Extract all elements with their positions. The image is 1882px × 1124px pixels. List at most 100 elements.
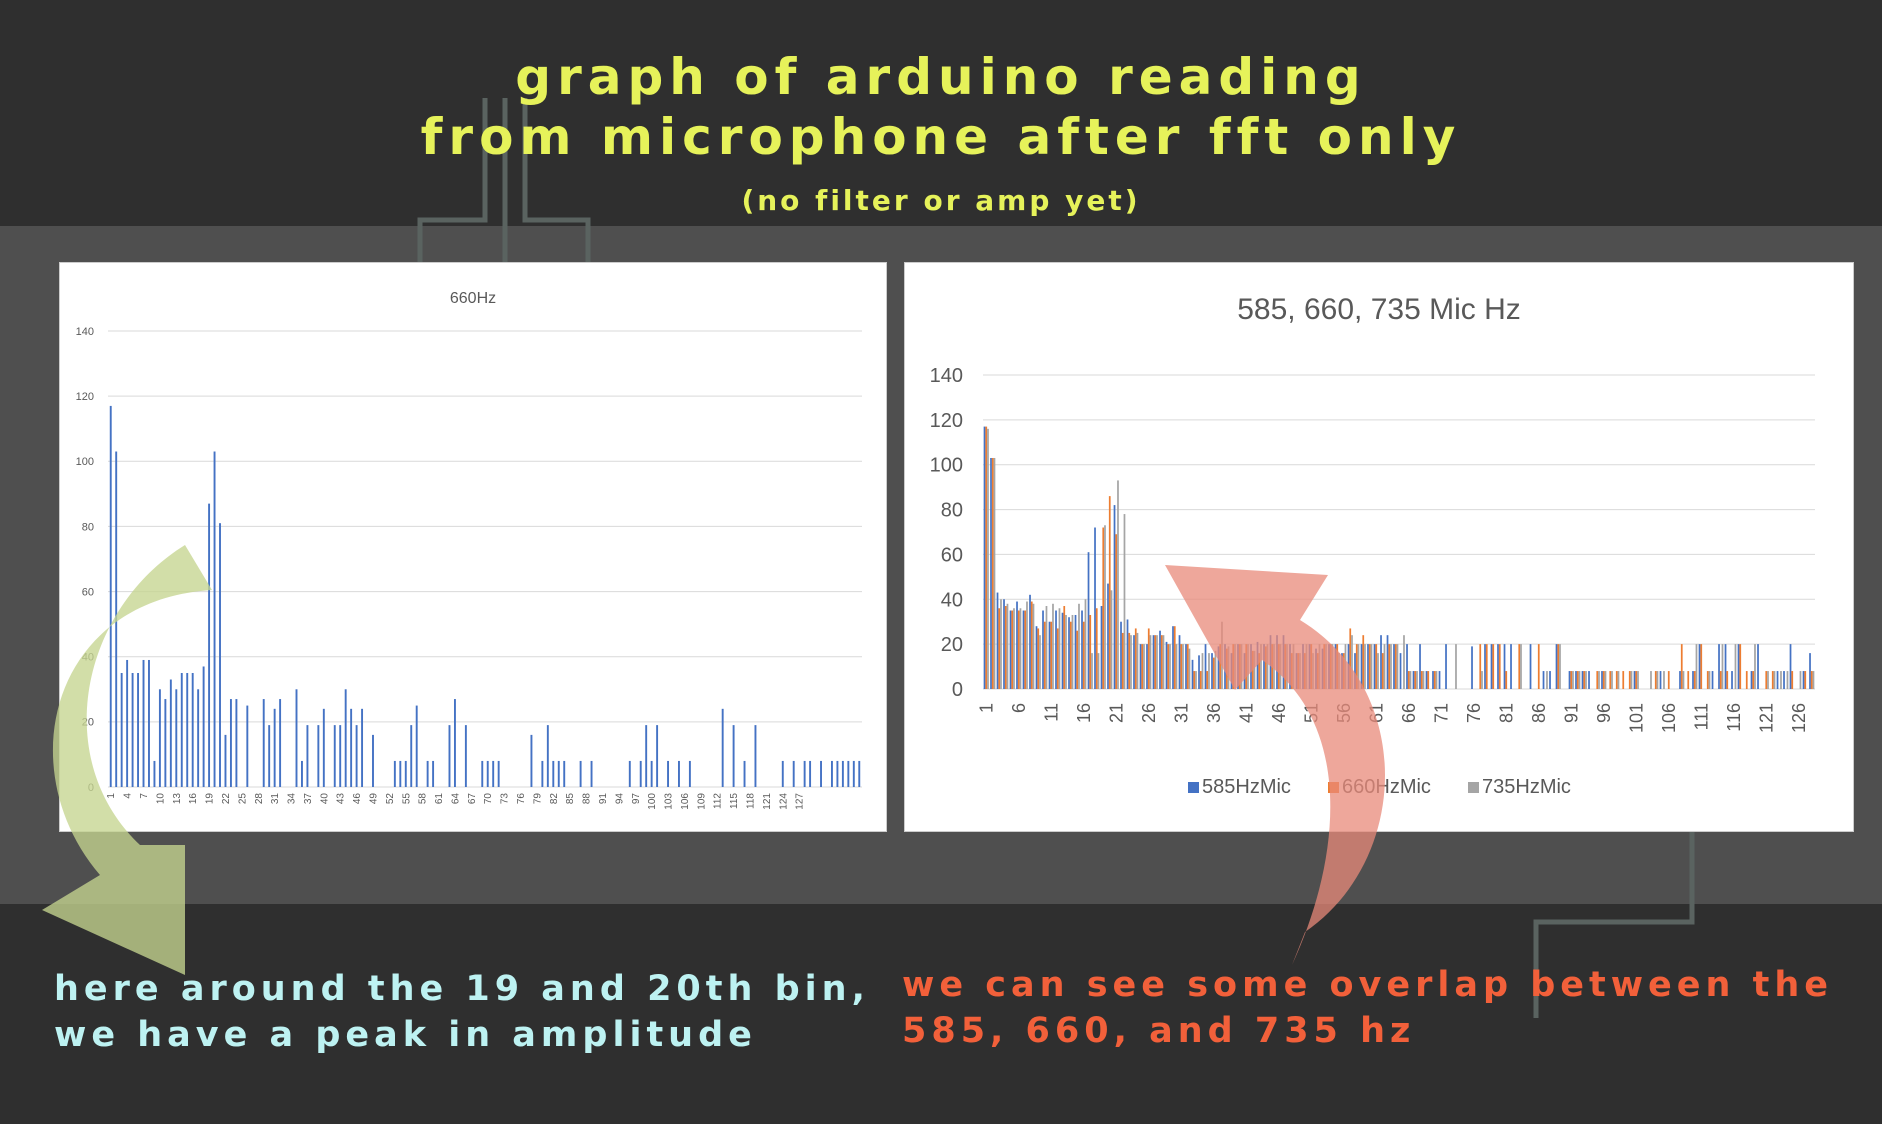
bar-735HzMic-2 (993, 457, 996, 689)
bar-series-3 (120, 673, 123, 787)
bar-735HzMic-10 (1045, 606, 1048, 689)
x-tick-label: 127 (795, 793, 806, 810)
bar-585HzMic-46 (1276, 635, 1278, 689)
bar-660HzMic-40 (1238, 644, 1241, 689)
x-tick-label: 22 (221, 793, 232, 805)
bar-585HzMic-35 (1204, 644, 1207, 689)
bar-585HzMic-66 (1406, 644, 1408, 689)
bar-585HzMic-71 (1438, 671, 1441, 689)
bar-660HzMic-128 (1810, 671, 1813, 689)
bar-735HzMic-95 (1598, 671, 1600, 689)
bar-585HzMic-127 (1802, 671, 1805, 689)
bar-series-113 (721, 708, 724, 787)
bar-735HzMic-13 (1065, 614, 1067, 689)
bar-660HzMic-127 (1804, 671, 1807, 689)
bar-series-105 (678, 760, 680, 787)
bar-735HzMic-87 (1546, 671, 1548, 689)
bar-735HzMic-1 (987, 428, 989, 689)
bar-585HzMic-27 (1152, 635, 1155, 689)
bar-660HzMic-10 (1043, 621, 1046, 689)
chart-title: 660Hz (450, 290, 496, 307)
bar-660HzMic-6 (1017, 610, 1020, 689)
bar-735HzMic-61 (1377, 653, 1379, 689)
bar-series-69 (481, 760, 484, 787)
bar-585HzMic-93 (1581, 671, 1584, 689)
bar-735HzMic-31 (1182, 644, 1184, 689)
slide-title-line1: graph of arduino reading (515, 48, 1367, 106)
bar-660HzMic-64 (1394, 644, 1397, 689)
bar-660HzMic-12 (1056, 628, 1059, 689)
bar-660HzMic-117 (1739, 644, 1742, 689)
bar-735HzMic-122 (1773, 671, 1776, 689)
bar-735HzMic-19 (1104, 525, 1106, 689)
bar-585HzMic-54 (1328, 644, 1330, 689)
bar-585HzMic-63 (1386, 635, 1389, 689)
bar-585HzMic-18 (1094, 527, 1096, 689)
bar-585HzMic-45 (1269, 635, 1272, 689)
bar-660HzMic-68 (1420, 671, 1423, 689)
bar-735HzMic-33 (1195, 671, 1197, 689)
bar-735HzMic-124 (1786, 671, 1789, 689)
bar-series-87 (579, 760, 582, 787)
slide-title-line2: from microphone after fft only (420, 108, 1462, 166)
bar-735HzMic-91 (1572, 671, 1574, 689)
bar-585HzMic-17 (1087, 552, 1090, 689)
bar-585HzMic-48 (1289, 644, 1291, 689)
bar-735HzMic-70 (1435, 671, 1438, 689)
bar-series-20 (213, 451, 216, 787)
bar-585HzMic-16 (1081, 610, 1083, 689)
bar-735HzMic-52 (1318, 644, 1321, 689)
bar-660HzMic-57 (1349, 628, 1352, 689)
bar-585HzMic-128 (1809, 653, 1811, 689)
bar-735HzMic-68 (1422, 671, 1425, 689)
bar-series-19 (208, 503, 211, 787)
bar-660HzMic-97 (1609, 671, 1612, 689)
bar-series-16 (191, 673, 194, 787)
bar-735HzMic-62 (1383, 644, 1386, 689)
x-tick-label: 71 (1432, 703, 1452, 723)
bar-series-71 (492, 760, 495, 787)
legend-swatch-660HzMic (1328, 782, 1339, 793)
chart-panel-mic-hz: 585, 660, 735 Mic Hz 0 20 40 60 80 100 120 140 1 6… (904, 262, 1854, 832)
bar-660HzMic-86 (1537, 644, 1540, 689)
x-tick-label: 118 (745, 793, 756, 809)
bar-585HzMic-76 (1471, 646, 1473, 689)
bar-735HzMic-27 (1156, 635, 1158, 689)
bar-series-22 (224, 734, 227, 787)
bar-660HzMic-53 (1323, 644, 1326, 689)
bar-series-9 (153, 760, 156, 787)
bar-660HzMic-55 (1336, 644, 1339, 689)
bar-660HzMic-7 (1024, 610, 1027, 689)
bar-585HzMic-8 (1029, 594, 1031, 689)
bar-585HzMic-96 (1601, 671, 1603, 689)
bar-585HzMic-24 (1133, 635, 1135, 689)
x-tick-label: 91 (1562, 703, 1582, 723)
bar-series-2 (115, 451, 118, 787)
bar-660HzMic-91 (1570, 671, 1573, 689)
bar-585HzMic-108 (1679, 671, 1681, 689)
bar-series-45 (350, 708, 353, 787)
bar-585HzMic-19 (1100, 606, 1103, 689)
bar-585HzMic-61 (1373, 644, 1376, 689)
bar-series-99 (645, 725, 648, 787)
bar-585HzMic-87 (1542, 671, 1545, 689)
bar-660HzMic-62 (1381, 653, 1384, 689)
bar-735HzMic-121 (1767, 671, 1769, 689)
y-tick-label: 80 (941, 500, 963, 522)
bar-735HzMic-54 (1331, 644, 1334, 689)
bar-585HzMic-125 (1789, 644, 1792, 689)
bar-660HzMic-60 (1368, 644, 1371, 689)
bar-series-14 (180, 673, 183, 787)
y-tick-label: 0 (952, 679, 963, 701)
bar-585HzMic-14 (1068, 617, 1070, 689)
bar-660HzMic-45 (1271, 644, 1274, 689)
y-tick-label: 20 (941, 634, 963, 656)
bar-735HzMic-15 (1078, 603, 1080, 689)
bar-585HzMic-60 (1367, 644, 1369, 689)
bar-585HzMic-88 (1549, 671, 1551, 689)
bar-660HzMic-2 (991, 457, 994, 689)
bar-735HzMic-114 (1721, 644, 1724, 689)
bar-735HzMic-16 (1084, 599, 1087, 689)
bar-series-57 (415, 705, 418, 787)
bar-735HzMic-41 (1247, 644, 1249, 689)
